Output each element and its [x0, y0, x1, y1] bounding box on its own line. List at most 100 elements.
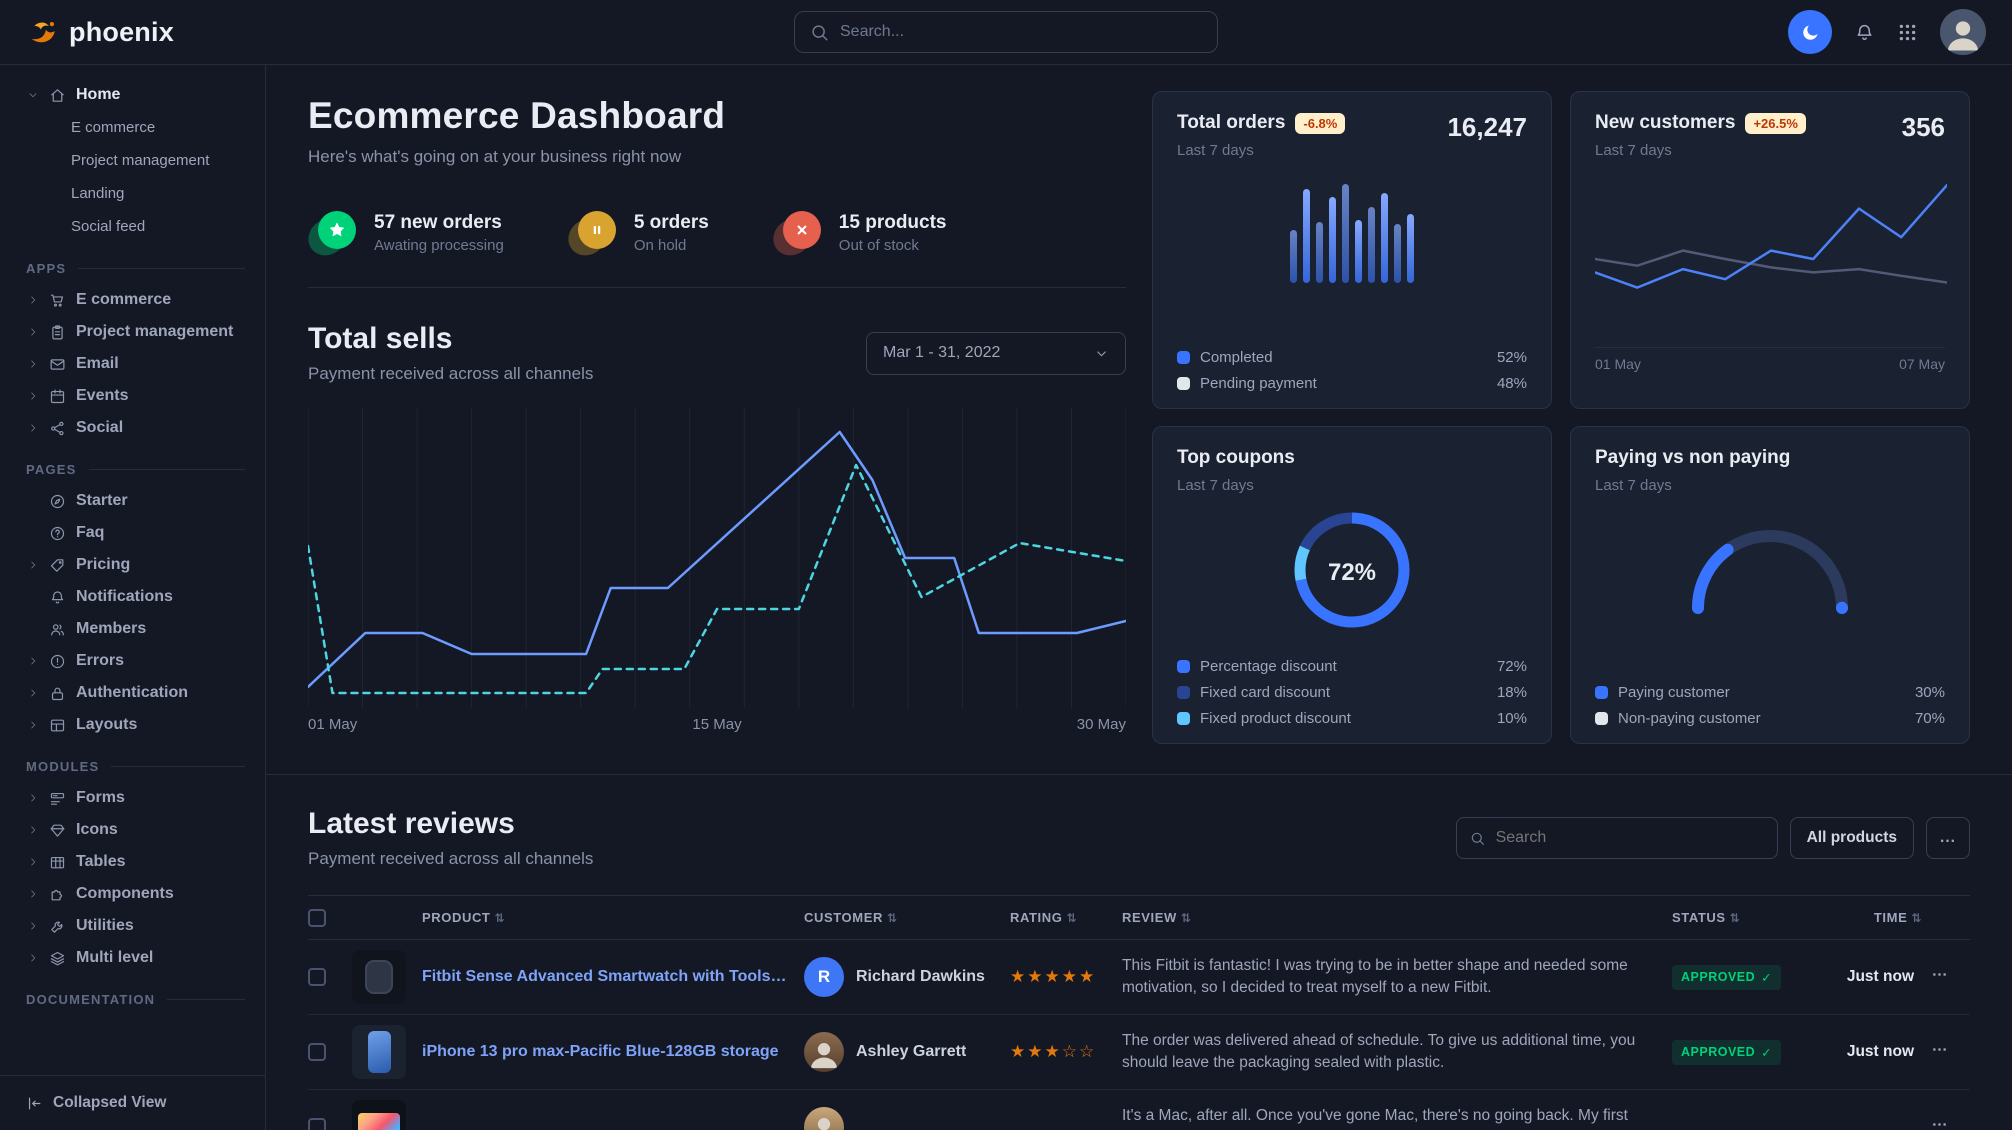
column-header-time[interactable]: TIME ⇅	[1838, 895, 1930, 940]
legend-item: Completed 52%	[1177, 349, 1527, 366]
date-range-select[interactable]: Mar 1 - 31, 2022	[866, 331, 1126, 375]
search-icon	[809, 22, 830, 43]
user-avatar[interactable]	[1940, 9, 1986, 55]
sidebar-item-faq[interactable]: Faq	[0, 517, 265, 549]
theme-toggle-button[interactable]	[1788, 10, 1832, 54]
brand-logo[interactable]: phoenix	[26, 15, 174, 49]
sidebar-item-layouts[interactable]: Layouts	[0, 709, 265, 741]
sidebar-item-tables[interactable]: Tables	[0, 846, 265, 878]
error-icon	[48, 653, 67, 670]
sidebar-item-forms[interactable]: Forms	[0, 782, 265, 814]
sidebar-item-label: Notifications	[76, 588, 173, 605]
product-thumbnail	[352, 1025, 406, 1079]
sidebar-item-errors[interactable]: Errors	[0, 645, 265, 677]
chevron-right-icon	[26, 792, 39, 804]
sidebar-item-icons[interactable]: Icons	[0, 814, 265, 846]
rating-stars: ★★★★★	[1010, 967, 1097, 986]
select-all-checkbox[interactable]	[308, 908, 326, 927]
stat-caption: On hold	[633, 237, 687, 254]
column-header-rating[interactable]: RATING ⇅	[1010, 895, 1122, 940]
sidebar-item-authentication[interactable]: Authentication	[0, 677, 265, 709]
legend-swatch	[1177, 712, 1190, 725]
tag-icon	[48, 557, 67, 574]
x-tick: 01 May	[1595, 356, 1641, 372]
sort-icon: ⇅	[1180, 911, 1192, 925]
chevron-right-icon	[26, 719, 39, 731]
latest-reviews-section: Latest reviews Payment received across a…	[266, 774, 2012, 1130]
stat-icon-wrap	[304, 211, 356, 259]
collapse-sidebar-button[interactable]: Collapsed View	[0, 1075, 265, 1130]
column-header-review[interactable]: REVIEW ⇅	[1122, 895, 1672, 940]
layout-icon	[48, 717, 67, 734]
row-actions-button[interactable]	[1930, 1115, 1949, 1130]
card-period: Last 7 days	[1177, 477, 1254, 494]
all-products-button[interactable]: All products	[1789, 817, 1914, 859]
sidebar-item-email[interactable]: Email	[0, 348, 265, 380]
stat-icon-wrap	[769, 211, 821, 259]
bar	[1355, 219, 1362, 283]
bar	[1368, 206, 1375, 283]
product-link[interactable]: Fitbit Sense Advanced Smartwatch with To…	[422, 968, 788, 985]
mail-icon	[48, 356, 67, 373]
search-input[interactable]	[840, 23, 1203, 41]
card-legend: Completed 52% Pending payment 48%	[1177, 349, 1527, 392]
more-options-button[interactable]: ...	[1926, 817, 1970, 859]
sidebar-item-social[interactable]: Social	[0, 412, 265, 444]
row-checkbox[interactable]	[308, 968, 326, 986]
sort-icon: ⇅	[1911, 911, 1922, 925]
sidebar-item-components[interactable]: Components	[0, 878, 265, 910]
reviews-search-input[interactable]	[1495, 829, 1765, 847]
column-header-customer[interactable]: CUSTOMER ⇅	[804, 895, 1010, 940]
card-total-orders: Total orders -6.8% Last 7 days 16,247 Co…	[1152, 91, 1552, 409]
sidebar-subitem-social-feed[interactable]: Social feed	[71, 218, 146, 235]
sort-icon: ⇅	[494, 911, 506, 925]
row-checkbox[interactable]	[308, 1043, 326, 1061]
sidebar-item-notifications[interactable]: Notifications	[0, 581, 265, 613]
global-search	[794, 11, 1218, 53]
table-row: It's a Mac, after all. Once you've gone …	[308, 1089, 1970, 1130]
table-header-row: PRODUCT ⇅ CUSTOMER ⇅ RATING ⇅ REVIEW ⇅ STATU…	[308, 895, 1970, 940]
sidebar-item-label: Utilities	[76, 917, 134, 934]
reviews-table: PRODUCT ⇅ CUSTOMER ⇅ RATING ⇅ REVIEW ⇅ STATU…	[308, 895, 1970, 1130]
sidebar-item-label: Icons	[76, 821, 118, 838]
card-title: Top coupons	[1177, 447, 1295, 468]
sidebar-item-project-management[interactable]: Project management	[0, 316, 265, 348]
brand-name: phoenix	[69, 16, 174, 47]
paying-gauge-chart	[1680, 520, 1860, 625]
sidebar-item-members[interactable]: Members	[0, 613, 265, 645]
sidebar-item-utilities[interactable]: Utilities	[0, 910, 265, 942]
sidebar-item-events[interactable]: Events	[0, 380, 265, 412]
notifications-button[interactable]	[1854, 22, 1875, 43]
page-subtitle: Here's what's going on at your business …	[308, 147, 682, 166]
sidebar-subitem-project-management[interactable]: Project management	[71, 152, 210, 169]
reviews-controls: All products ...	[1455, 817, 1970, 859]
sidebar-nav: Home E commerce Project management Landing S…	[0, 79, 265, 1007]
row-actions-button[interactable]	[1930, 965, 1949, 989]
chevron-right-icon	[26, 655, 39, 667]
sidebar-item-label: Layouts	[76, 716, 138, 733]
sidebar-item-home[interactable]: Home	[0, 79, 265, 111]
row-checkbox[interactable]	[308, 1118, 326, 1130]
legend-swatch	[1177, 377, 1190, 390]
chevron-right-icon	[26, 294, 39, 306]
x-tick: 30 May	[1076, 716, 1126, 733]
bar	[1381, 193, 1388, 283]
product-link[interactable]: iPhone 13 pro max-Pacific Blue-128GB sto…	[422, 1043, 779, 1060]
kpi-cards: Total orders -6.8% Last 7 days 16,247 Co…	[1152, 91, 1970, 744]
column-header-status[interactable]: STATUS ⇅	[1672, 895, 1838, 940]
sidebar-item-multi-level[interactable]: Multi level	[0, 942, 265, 974]
sidebar-item-starter[interactable]: Starter	[0, 485, 265, 517]
row-actions-button[interactable]	[1930, 1040, 1949, 1064]
sidebar-subitem-landing[interactable]: Landing	[71, 185, 125, 202]
sidebar-subitem-e-commerce[interactable]: E commerce	[71, 119, 156, 136]
bell-icon	[1854, 22, 1875, 43]
chevron-down-icon	[1094, 346, 1109, 361]
sort-icon: ⇅	[1729, 911, 1741, 925]
sidebar-item-e-commerce[interactable]: E commerce	[0, 284, 265, 316]
sidebar-item-pricing[interactable]: Pricing	[0, 549, 265, 581]
main-content: Ecommerce Dashboard Here's what's going …	[266, 65, 2012, 1130]
stat-value: 15 products	[838, 212, 947, 233]
apps-menu-button[interactable]	[1897, 22, 1918, 43]
sort-icon: ⇅	[886, 911, 898, 925]
column-header-product[interactable]: PRODUCT ⇅	[352, 895, 804, 940]
